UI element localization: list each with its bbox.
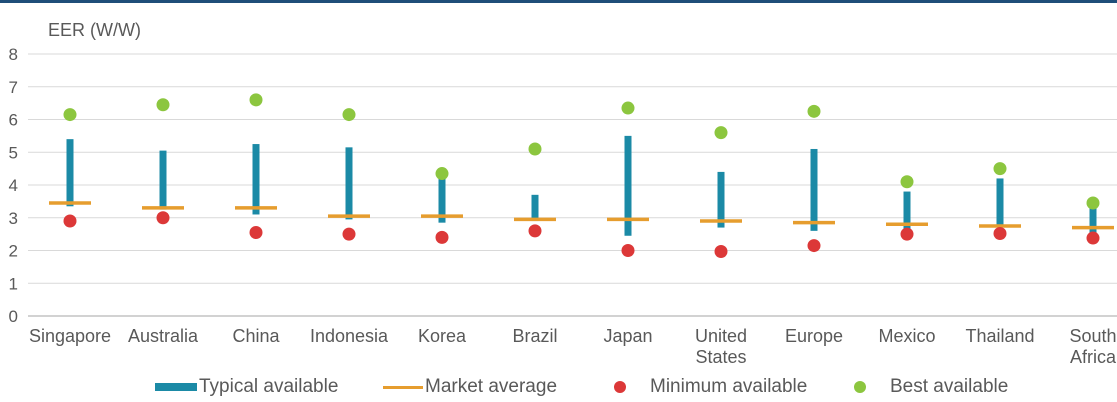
minimum-point [993,226,1007,240]
legend-label-market: Market average [425,376,558,397]
typical-range-bar [252,144,260,215]
legend-label-typical: Typical available [199,376,339,397]
minimum-point [342,227,356,241]
best-swatch [854,381,866,393]
best-point [621,101,635,115]
minimum-point [435,230,449,244]
x-axis-ticks: Singapore Australia China Indonesia Korea Bra… [29,326,1117,367]
x-tick-label: Indonesia [310,326,389,346]
y-tick-label-4: 4 [9,176,18,195]
y-tick-label-3: 3 [9,209,18,228]
legend: Typical available Market average Minimum… [0,376,1117,400]
x-tick-line: Japan [603,326,652,346]
typical-range-bar [531,194,539,222]
legend-item-best: Best available [854,376,1008,398]
y-tick-label-6: 6 [9,111,18,130]
x-tick-line: Singapore [29,326,111,346]
gridlines [28,53,1117,317]
legend-item-typical: Typical available [155,376,338,398]
x-tick-label: Australia [128,326,199,346]
best-point [249,93,263,107]
x-tick-line: China [232,326,280,346]
typical-range-bar [159,150,167,210]
x-tick-line: Brazil [512,326,557,346]
minimum-point [900,227,914,241]
best-point [156,98,170,112]
best-point [342,108,356,122]
top-rule [0,0,1117,3]
y-tick-label-8: 8 [9,45,18,64]
typical-range-bar [1089,207,1097,233]
y-tick-label-7: 7 [9,78,18,97]
minimum-point [156,211,170,225]
chart-area: 0 1 2 3 4 5 6 7 8 EER (W/W) Singapore Australia Ch… [9,20,1117,367]
y-tick-label-2: 2 [9,242,18,261]
minimum-point [807,239,821,253]
y-axis-label: EER (W/W) [48,20,141,40]
market-swatch [383,385,423,389]
legend-label-minimum: Minimum available [650,376,808,397]
x-tick-line: Mexico [878,326,935,346]
x-tick-label: Japan [603,326,652,346]
typical-range-bar [66,139,74,207]
minimum-point [63,214,77,228]
chart-marks [49,93,1114,258]
best-point [63,108,77,122]
x-tick-line: Indonesia [310,326,389,346]
best-point [993,162,1007,176]
legend-item-minimum: Minimum available [614,376,807,398]
x-tick-line: Thailand [965,326,1034,346]
x-tick-line: Africa [1070,347,1117,367]
x-tick-line: South [1069,326,1116,346]
minimum-point [249,225,263,239]
typical-swatch [155,383,197,391]
x-tick-label: United States [695,326,747,367]
x-tick-line: Europe [785,326,843,346]
minimum-point [528,224,542,238]
minimum-point [621,244,635,257]
x-tick-line: United [695,326,747,346]
x-tick-label: South Africa [1069,326,1117,367]
y-tick-label-1: 1 [9,274,18,293]
best-point [435,167,449,181]
legend-item-market: Market average [383,376,557,398]
x-tick-label: Europe [785,326,843,346]
minimum-point [1086,231,1100,245]
typical-range-bar [438,178,446,223]
typical-range-bar [996,178,1004,228]
minimum-swatch [614,381,626,393]
typical-range-bar [810,148,818,231]
x-tick-label: Brazil [512,326,557,346]
x-tick-line: Australia [128,326,199,346]
typical-range-bar [903,191,911,231]
best-point [714,126,728,140]
typical-range-bar [345,147,353,220]
best-point [528,142,542,156]
minimum-point [714,244,728,258]
best-point [807,104,821,118]
x-tick-label: China [232,326,280,346]
y-tick-label-5: 5 [9,143,18,162]
typical-range-bar [717,171,725,228]
x-tick-label: Thailand [965,326,1034,346]
y-axis-ticks: 0 1 2 3 4 5 6 7 8 [9,45,18,326]
x-tick-label: Mexico [878,326,935,346]
y-tick-label-0: 0 [9,307,18,326]
x-tick-line: States [695,347,746,367]
x-tick-label: Korea [418,326,467,346]
legend-label-best: Best available [890,376,1009,397]
typical-range-bar [624,135,632,236]
x-tick-label: Singapore [29,326,111,346]
x-tick-line: Korea [418,326,467,346]
best-point [900,175,914,189]
best-point [1086,196,1100,210]
